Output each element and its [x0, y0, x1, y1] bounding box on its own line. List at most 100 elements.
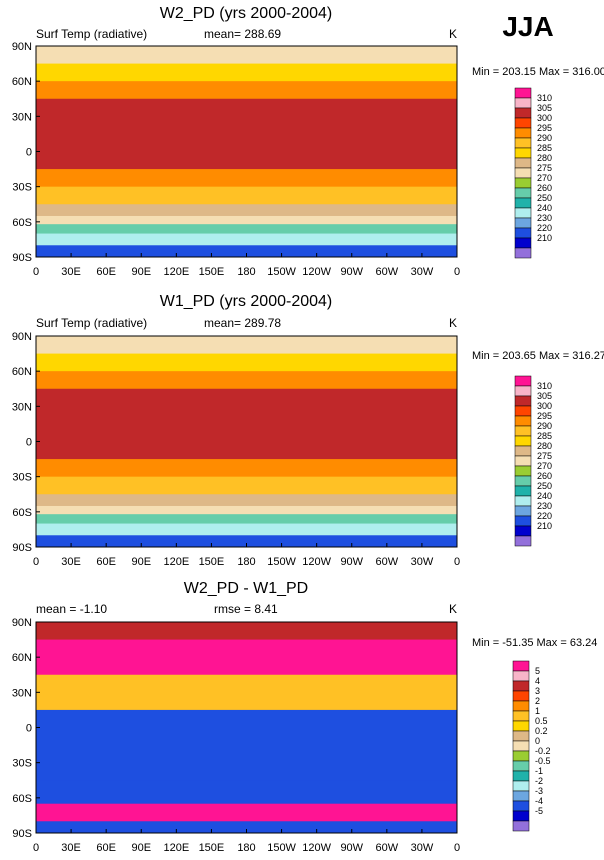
minmax-label: Min = 203.15 Max = 316.00 [472, 66, 604, 78]
lon-axis: 0 30E 60E 90E 120E 150E 180 150W 120W 90W 60W 30W 0 [33, 829, 460, 854]
lon-tick-label: 90E [131, 556, 151, 568]
colorbar-box [514, 247, 532, 259]
field-band [36, 224, 457, 235]
lon-tick-label: 120W [302, 266, 331, 278]
colorbar-box [514, 217, 532, 229]
colorbar-label: 285 [537, 143, 552, 153]
colorbar-box [512, 750, 530, 762]
lat-tick-label: 60S [12, 507, 32, 519]
panel-variable-label: Surf Temp (radiative) [36, 316, 147, 330]
lat-tick-label: 60N [12, 76, 32, 88]
lat-tick-label: 90N [12, 617, 32, 629]
panel-title: W2_PD - W1_PD [184, 580, 308, 597]
lat-tick-label: 90S [12, 828, 32, 840]
lon-tick-label: 60W [376, 842, 399, 854]
lon-tick-label: 150E [199, 556, 225, 568]
map-area [36, 46, 457, 257]
lon-tick-label: 0 [454, 842, 460, 854]
lon-tick-label: 60E [96, 266, 116, 278]
minmax-label: Min = -51.35 Max = 63.24 [472, 637, 597, 649]
field-band [36, 336, 457, 355]
field-band [36, 709, 457, 746]
colorbar-box [514, 197, 532, 209]
colorbar-box [512, 780, 530, 792]
colorbar-box [514, 385, 532, 397]
colorbar-label: 310 [537, 381, 552, 391]
lon-tick-label: 180 [237, 556, 255, 568]
colorbar-box [514, 375, 532, 387]
lon-tick-label: 0 [454, 556, 460, 568]
lat-tick-label: 60N [12, 366, 32, 378]
colorbar-box [514, 137, 532, 149]
lon-tick-label: 150E [199, 842, 225, 854]
panel-2: W1_PD (yrs 2000-2004) Surf Temp (radiati… [12, 293, 604, 568]
lon-tick-label: 60E [96, 842, 116, 854]
colorbar-label: 250 [537, 481, 552, 491]
panel-1: W2_PD (yrs 2000-2004) Surf Temp (radiati… [12, 5, 604, 278]
lat-tick-label: 30S [12, 182, 32, 194]
lat-tick-label: 0 [26, 147, 32, 159]
field-band [36, 204, 457, 217]
lat-tick-label: 30N [12, 687, 32, 699]
lon-tick-label: 90W [340, 556, 363, 568]
colorbar-label: 275 [537, 163, 552, 173]
field-band [36, 803, 457, 822]
panel-mean-label: mean = -1.10 [36, 602, 107, 616]
field-band [36, 81, 457, 100]
field-band [36, 745, 457, 781]
lon-tick-label: 120W [302, 556, 331, 568]
colorbar-label: 270 [537, 173, 552, 183]
field-band [36, 423, 457, 460]
colorbar-box [512, 770, 530, 782]
colorbar-label: 260 [537, 183, 552, 193]
colorbar-box [514, 415, 532, 427]
colorbar-box [512, 760, 530, 772]
colorbar-label: -2 [535, 776, 543, 786]
colorbar-box [514, 445, 532, 457]
field-band [36, 535, 457, 547]
field-band [36, 233, 457, 246]
colorbar-label: 300 [537, 113, 552, 123]
colorbar-box [514, 97, 532, 109]
lat-axis: 90N 60N 30N 0 30S 60S 90S [12, 41, 40, 264]
colorbar-box [514, 227, 532, 239]
colorbar-label: 2 [535, 696, 540, 706]
panel-variable-label: Surf Temp (radiative) [36, 27, 147, 41]
lon-tick-label: 180 [237, 842, 255, 854]
lon-tick-label: 0 [33, 266, 39, 278]
map-area [36, 622, 457, 833]
colorbar-label: -5 [535, 806, 543, 816]
colorbar-box [512, 730, 530, 742]
lon-tick-label: 120E [163, 266, 189, 278]
colorbar-box [512, 790, 530, 802]
colorbar-box [514, 455, 532, 467]
panel-3: W2_PD - W1_PD mean = -1.10 rmse = 8.41 K… [12, 580, 598, 854]
field-band [36, 169, 457, 188]
colorbar-box [512, 820, 530, 832]
field-band [36, 46, 457, 65]
lat-tick-label: 60N [12, 652, 32, 664]
colorbar-box [514, 167, 532, 179]
colorbar-label: 220 [537, 223, 552, 233]
colorbar-label: 305 [537, 103, 552, 113]
colorbar-label: 240 [537, 203, 552, 213]
panel-rmse-label: rmse = 8.41 [214, 602, 278, 616]
colorbar-label: 270 [537, 461, 552, 471]
colorbar-box [514, 87, 532, 99]
field-band [36, 639, 457, 676]
panel-mean-label: mean= 288.69 [204, 27, 281, 41]
lon-tick-label: 90E [131, 266, 151, 278]
lat-tick-label: 30N [12, 111, 32, 123]
colorbar-box [512, 740, 530, 752]
colorbar-box [512, 680, 530, 692]
colorbar-box [514, 147, 532, 159]
lat-tick-label: 30S [12, 758, 32, 770]
field-band [36, 63, 457, 82]
lat-tick-label: 90N [12, 331, 32, 343]
colorbar-label: 290 [537, 133, 552, 143]
panel-units-label: K [449, 316, 457, 330]
colorbar-box [514, 157, 532, 169]
colorbar-label: 0 [535, 736, 540, 746]
colorbar-box [514, 515, 532, 527]
